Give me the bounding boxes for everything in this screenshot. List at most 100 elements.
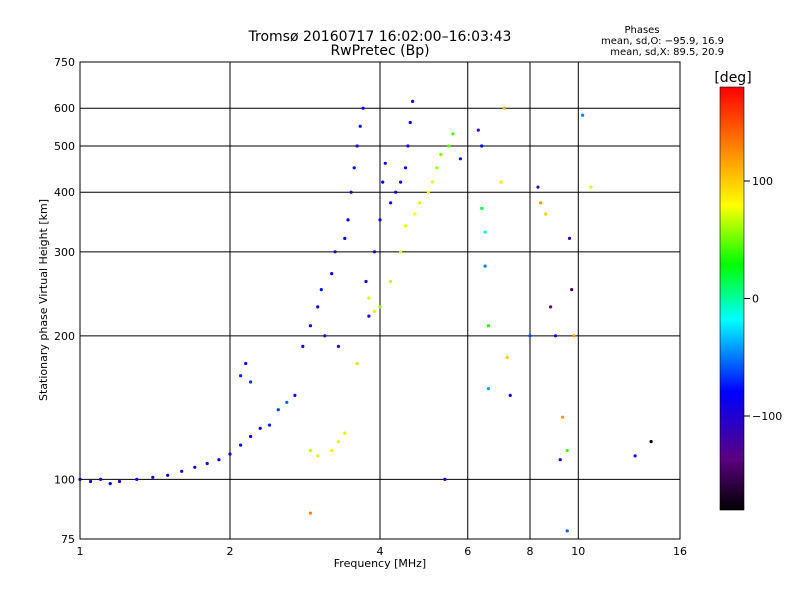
colorbar [720, 87, 744, 510]
data-point [505, 356, 509, 360]
data-point [352, 166, 356, 170]
data-point [508, 393, 512, 397]
data-point [346, 218, 350, 222]
data-point [239, 443, 243, 447]
data-point [249, 434, 253, 439]
data-point [408, 120, 412, 125]
data-point [389, 201, 393, 205]
data-point [411, 99, 415, 103]
data-point [581, 113, 585, 117]
y-axis-label: Stationary phase Virtual Height [km] [37, 199, 50, 401]
data-point [439, 152, 443, 157]
data-point [561, 415, 565, 419]
data-point [323, 334, 327, 338]
colorbar-tick-label: −100 [752, 410, 782, 423]
data-point [536, 185, 540, 189]
data-point [483, 264, 487, 268]
data-point [378, 305, 382, 309]
data-point [244, 361, 248, 366]
data-point [426, 190, 430, 194]
data-point [476, 128, 480, 132]
data-point [228, 452, 232, 456]
data-point [383, 161, 387, 165]
data-point [553, 334, 558, 338]
data-point [399, 250, 403, 254]
x-tick-label: 16 [673, 545, 687, 558]
data-point [108, 482, 112, 486]
data-point [330, 448, 334, 453]
data-point [99, 477, 103, 481]
data-point [316, 454, 320, 458]
data-point [572, 334, 576, 338]
data-point [355, 361, 359, 366]
data-point [319, 288, 323, 292]
data-point [483, 230, 487, 234]
data-point [249, 380, 253, 384]
data-point [355, 144, 359, 148]
data-point [403, 224, 408, 228]
data-point [258, 426, 262, 430]
colorbar-tick-label: 0 [752, 293, 759, 306]
data-point [399, 180, 403, 184]
plot-frame [79, 61, 681, 540]
chart-subtitle: RwPretec (Bp) [330, 43, 429, 59]
y-tick-label: 750 [54, 56, 75, 69]
data-point [205, 461, 209, 466]
data-point [349, 190, 353, 194]
x-tick-label: 1 [77, 545, 84, 558]
data-point [539, 201, 543, 205]
x-tick-label: 6 [464, 545, 471, 558]
data-point [276, 408, 280, 412]
data-point [361, 106, 365, 110]
data-point [486, 387, 490, 391]
data-point [343, 236, 347, 240]
data-point [378, 218, 382, 222]
data-point [239, 374, 243, 378]
data-point [544, 212, 548, 216]
x-tick-label: 8 [527, 545, 534, 558]
data-point [570, 288, 574, 292]
x-tick-labels: 1 2 4 6 8 10 16 [77, 545, 688, 558]
data-point [316, 305, 320, 309]
data-point [308, 511, 312, 515]
data-point [589, 185, 593, 189]
data-point [267, 423, 272, 427]
data-point [89, 479, 93, 484]
data-point [443, 477, 447, 481]
data-point [117, 479, 122, 484]
y-tick-label: 500 [54, 140, 75, 153]
data-point [567, 236, 572, 240]
data-point [372, 250, 377, 254]
x-tick-label: 4 [377, 545, 384, 558]
data-point [417, 201, 422, 205]
legend-title: Phases [624, 25, 659, 36]
data-point [285, 400, 289, 404]
data-point [458, 157, 462, 161]
y-tick-label: 75 [61, 533, 75, 546]
data-point [565, 448, 569, 453]
data-point [293, 393, 297, 397]
data-points [78, 99, 653, 533]
data-point [367, 296, 371, 300]
data-point [330, 272, 334, 276]
y-tick-label: 200 [54, 330, 75, 343]
data-point [358, 124, 362, 128]
data-point [372, 309, 377, 313]
y-tick-label: 100 [54, 473, 75, 486]
data-point [431, 180, 435, 184]
data-point [451, 132, 455, 136]
x-tick-label: 2 [227, 545, 234, 558]
data-point [301, 344, 305, 348]
data-point [364, 279, 368, 284]
data-point [528, 334, 532, 338]
data-point [406, 144, 410, 148]
data-point [413, 212, 417, 216]
data-point [166, 473, 170, 477]
data-point [367, 314, 371, 318]
legend-line-o: mean, sd,O: −95.9, 16.9 [601, 36, 724, 47]
data-point [151, 475, 155, 479]
y-tick-label: 600 [54, 102, 75, 115]
colorbar-label: [deg] [714, 70, 751, 86]
data-point [549, 305, 553, 309]
data-point [480, 206, 484, 210]
